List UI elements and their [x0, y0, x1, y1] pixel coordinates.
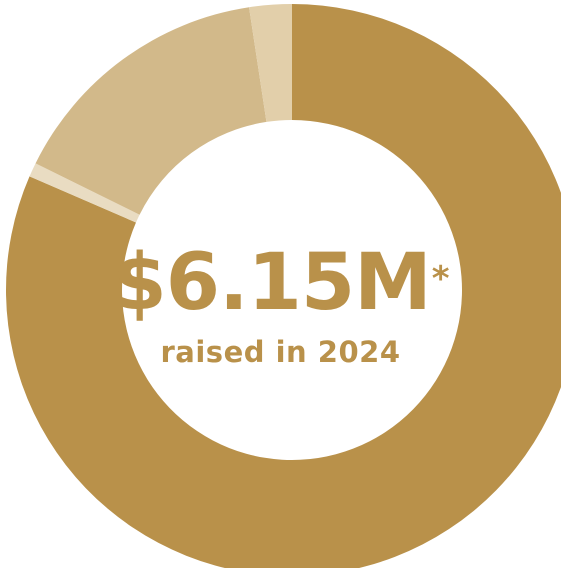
total-raised-caption: raised in 2024 [160, 335, 401, 369]
donut-slice-4 [249, 4, 292, 122]
donut-slice-1 [6, 4, 561, 568]
total-raised-value: $6.15M* [0, 238, 561, 328]
total-raised-amount: $6.15M [112, 238, 431, 328]
donut-slice-3 [35, 7, 267, 215]
donut-slice-2 [29, 163, 140, 223]
footnote-asterisk: * [431, 259, 450, 299]
